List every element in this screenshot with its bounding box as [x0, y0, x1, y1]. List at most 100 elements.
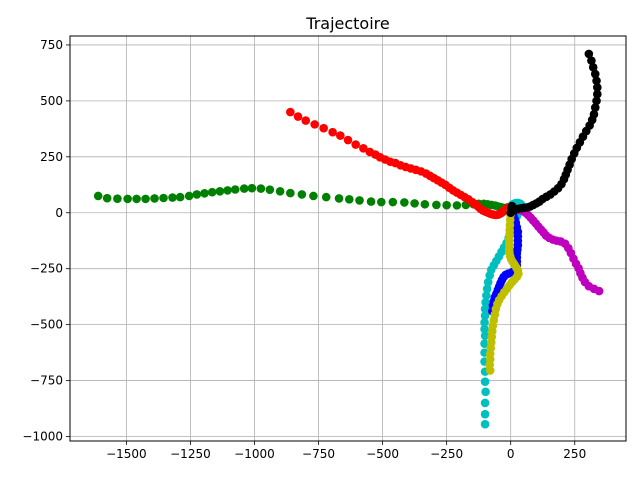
- series-6: [506, 49, 602, 218]
- data-point: [328, 127, 337, 137]
- data-point: [351, 140, 360, 149]
- data-point: [223, 186, 232, 195]
- data-point: [175, 192, 185, 202]
- data-point: [215, 186, 225, 196]
- data-point: [592, 76, 601, 86]
- data-point: [388, 197, 398, 207]
- data-point: [480, 318, 489, 327]
- y-tick-label: 500: [40, 94, 63, 108]
- data-point: [480, 304, 490, 314]
- series-0: [93, 183, 513, 214]
- grid-lines: [70, 36, 626, 441]
- data-point: [587, 56, 596, 65]
- y-tick-label: −250: [30, 262, 63, 276]
- x-tick-label: −1000: [234, 447, 275, 461]
- data-point: [132, 194, 141, 204]
- data-point: [359, 144, 368, 153]
- data-point: [584, 49, 594, 59]
- x-tick-label: −1250: [170, 447, 211, 461]
- x-tick-label: 0: [507, 447, 515, 461]
- data-point: [123, 194, 132, 204]
- data-point: [483, 277, 493, 287]
- data-point: [286, 107, 295, 117]
- data-point: [481, 297, 490, 307]
- data-point: [590, 69, 600, 79]
- data-point: [344, 195, 354, 204]
- data-point: [593, 83, 602, 92]
- data-point: [480, 339, 489, 348]
- y-tick-label: −750: [30, 374, 63, 388]
- x-tick-label: −750: [302, 447, 335, 461]
- data-point: [410, 199, 419, 208]
- y-axis: −1000 −750 −500 −250 0 250 500 750: [22, 38, 70, 444]
- data-point: [592, 96, 601, 106]
- data-point: [432, 200, 441, 210]
- data-point: [452, 201, 462, 210]
- data-point: [200, 189, 209, 198]
- data-point: [309, 191, 318, 201]
- data-point: [265, 185, 275, 195]
- data-point: [480, 377, 490, 387]
- data-point: [480, 409, 490, 419]
- data-point: [442, 200, 451, 210]
- y-tick-label: −1000: [22, 430, 63, 444]
- data-point: [590, 103, 600, 112]
- data-point: [102, 193, 112, 203]
- data-point: [480, 324, 489, 334]
- data-point: [159, 193, 168, 203]
- data-point: [93, 191, 103, 201]
- data-point: [480, 398, 490, 408]
- data-point: [230, 185, 240, 194]
- data-point: [150, 194, 159, 203]
- x-tick-label: 250: [563, 447, 586, 461]
- data-point: [286, 188, 295, 198]
- data-point: [355, 196, 364, 205]
- data-point: [343, 135, 353, 145]
- y-tick-label: −500: [30, 318, 63, 332]
- y-tick-label: 0: [55, 206, 63, 220]
- data-point: [113, 194, 122, 203]
- data-point: [321, 192, 331, 202]
- data-point: [377, 197, 386, 207]
- plot-frame: [69, 35, 627, 442]
- data-point: [480, 331, 490, 341]
- x-tick-label: −1500: [106, 447, 147, 461]
- data-point: [275, 186, 285, 196]
- data-point: [239, 184, 249, 193]
- data-point: [480, 419, 490, 429]
- x-axis: −1500 −1250 −1000 −750 −500 −250 0 250: [106, 441, 586, 461]
- data-point: [588, 63, 598, 72]
- data-point: [482, 291, 491, 300]
- data-point: [480, 311, 490, 320]
- data-point: [141, 194, 150, 204]
- data-point: [192, 190, 202, 199]
- y-tick-label: 750: [40, 38, 63, 52]
- data-point: [301, 116, 311, 125]
- data-point: [207, 187, 217, 197]
- data-point: [481, 387, 490, 397]
- data-point: [256, 184, 266, 193]
- data-point: [168, 193, 177, 202]
- data-point: [293, 112, 303, 121]
- data-point: [247, 183, 257, 193]
- data-point: [400, 198, 409, 207]
- series-layer: [93, 49, 604, 429]
- x-tick-label: −500: [366, 447, 399, 461]
- data-point: [310, 120, 319, 129]
- data-point: [319, 123, 328, 133]
- data-point: [482, 284, 492, 294]
- x-tick-label: −250: [430, 447, 463, 461]
- series-4: [485, 205, 523, 375]
- data-point: [593, 89, 602, 99]
- data-point: [297, 190, 307, 199]
- chart-title: Trajectoire: [305, 14, 389, 33]
- data-point: [507, 201, 517, 211]
- data-point: [184, 191, 194, 201]
- data-point: [336, 131, 345, 140]
- data-point: [366, 197, 376, 206]
- y-tick-label: 250: [40, 150, 63, 164]
- data-point: [334, 194, 344, 203]
- data-point: [420, 199, 430, 209]
